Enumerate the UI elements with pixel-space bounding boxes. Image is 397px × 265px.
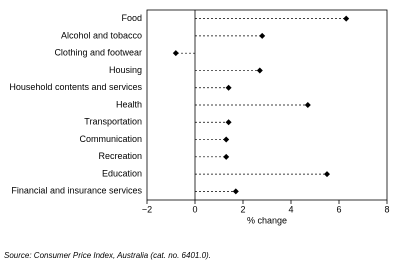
dot xyxy=(232,188,239,195)
category-label: Health xyxy=(116,99,142,109)
dot xyxy=(225,119,232,126)
dot xyxy=(172,50,179,57)
category-label: Alcohol and tobacco xyxy=(61,30,142,40)
category-label: Recreation xyxy=(98,151,142,161)
x-axis-label: % change xyxy=(247,215,287,225)
dot xyxy=(225,84,232,91)
category-label: Transportation xyxy=(84,117,142,127)
category-label: Clothing and footwear xyxy=(54,48,142,58)
category-label: Education xyxy=(102,168,142,178)
dot xyxy=(343,15,350,22)
source-note: Source: Consumer Price Index, Australia … xyxy=(4,251,211,260)
dot xyxy=(324,171,330,178)
category-label: Financial and insurance services xyxy=(11,186,142,196)
category-label: Food xyxy=(121,13,142,23)
x-tick-label: −2 xyxy=(142,204,152,214)
category-label: Communication xyxy=(79,134,142,144)
x-tick-label: 8 xyxy=(384,204,389,214)
x-tick-label: 6 xyxy=(336,204,341,214)
dot xyxy=(256,67,263,74)
category-label: Housing xyxy=(109,65,142,75)
plot-frame xyxy=(146,9,388,201)
x-tick-label: 0 xyxy=(192,204,197,214)
category-label: Household contents and services xyxy=(9,82,142,92)
dot xyxy=(259,32,266,39)
dot xyxy=(223,153,230,160)
dot xyxy=(304,102,311,108)
x-tick-label: 2 xyxy=(240,204,245,214)
dot xyxy=(223,136,230,143)
x-tick-label: 4 xyxy=(288,204,293,214)
